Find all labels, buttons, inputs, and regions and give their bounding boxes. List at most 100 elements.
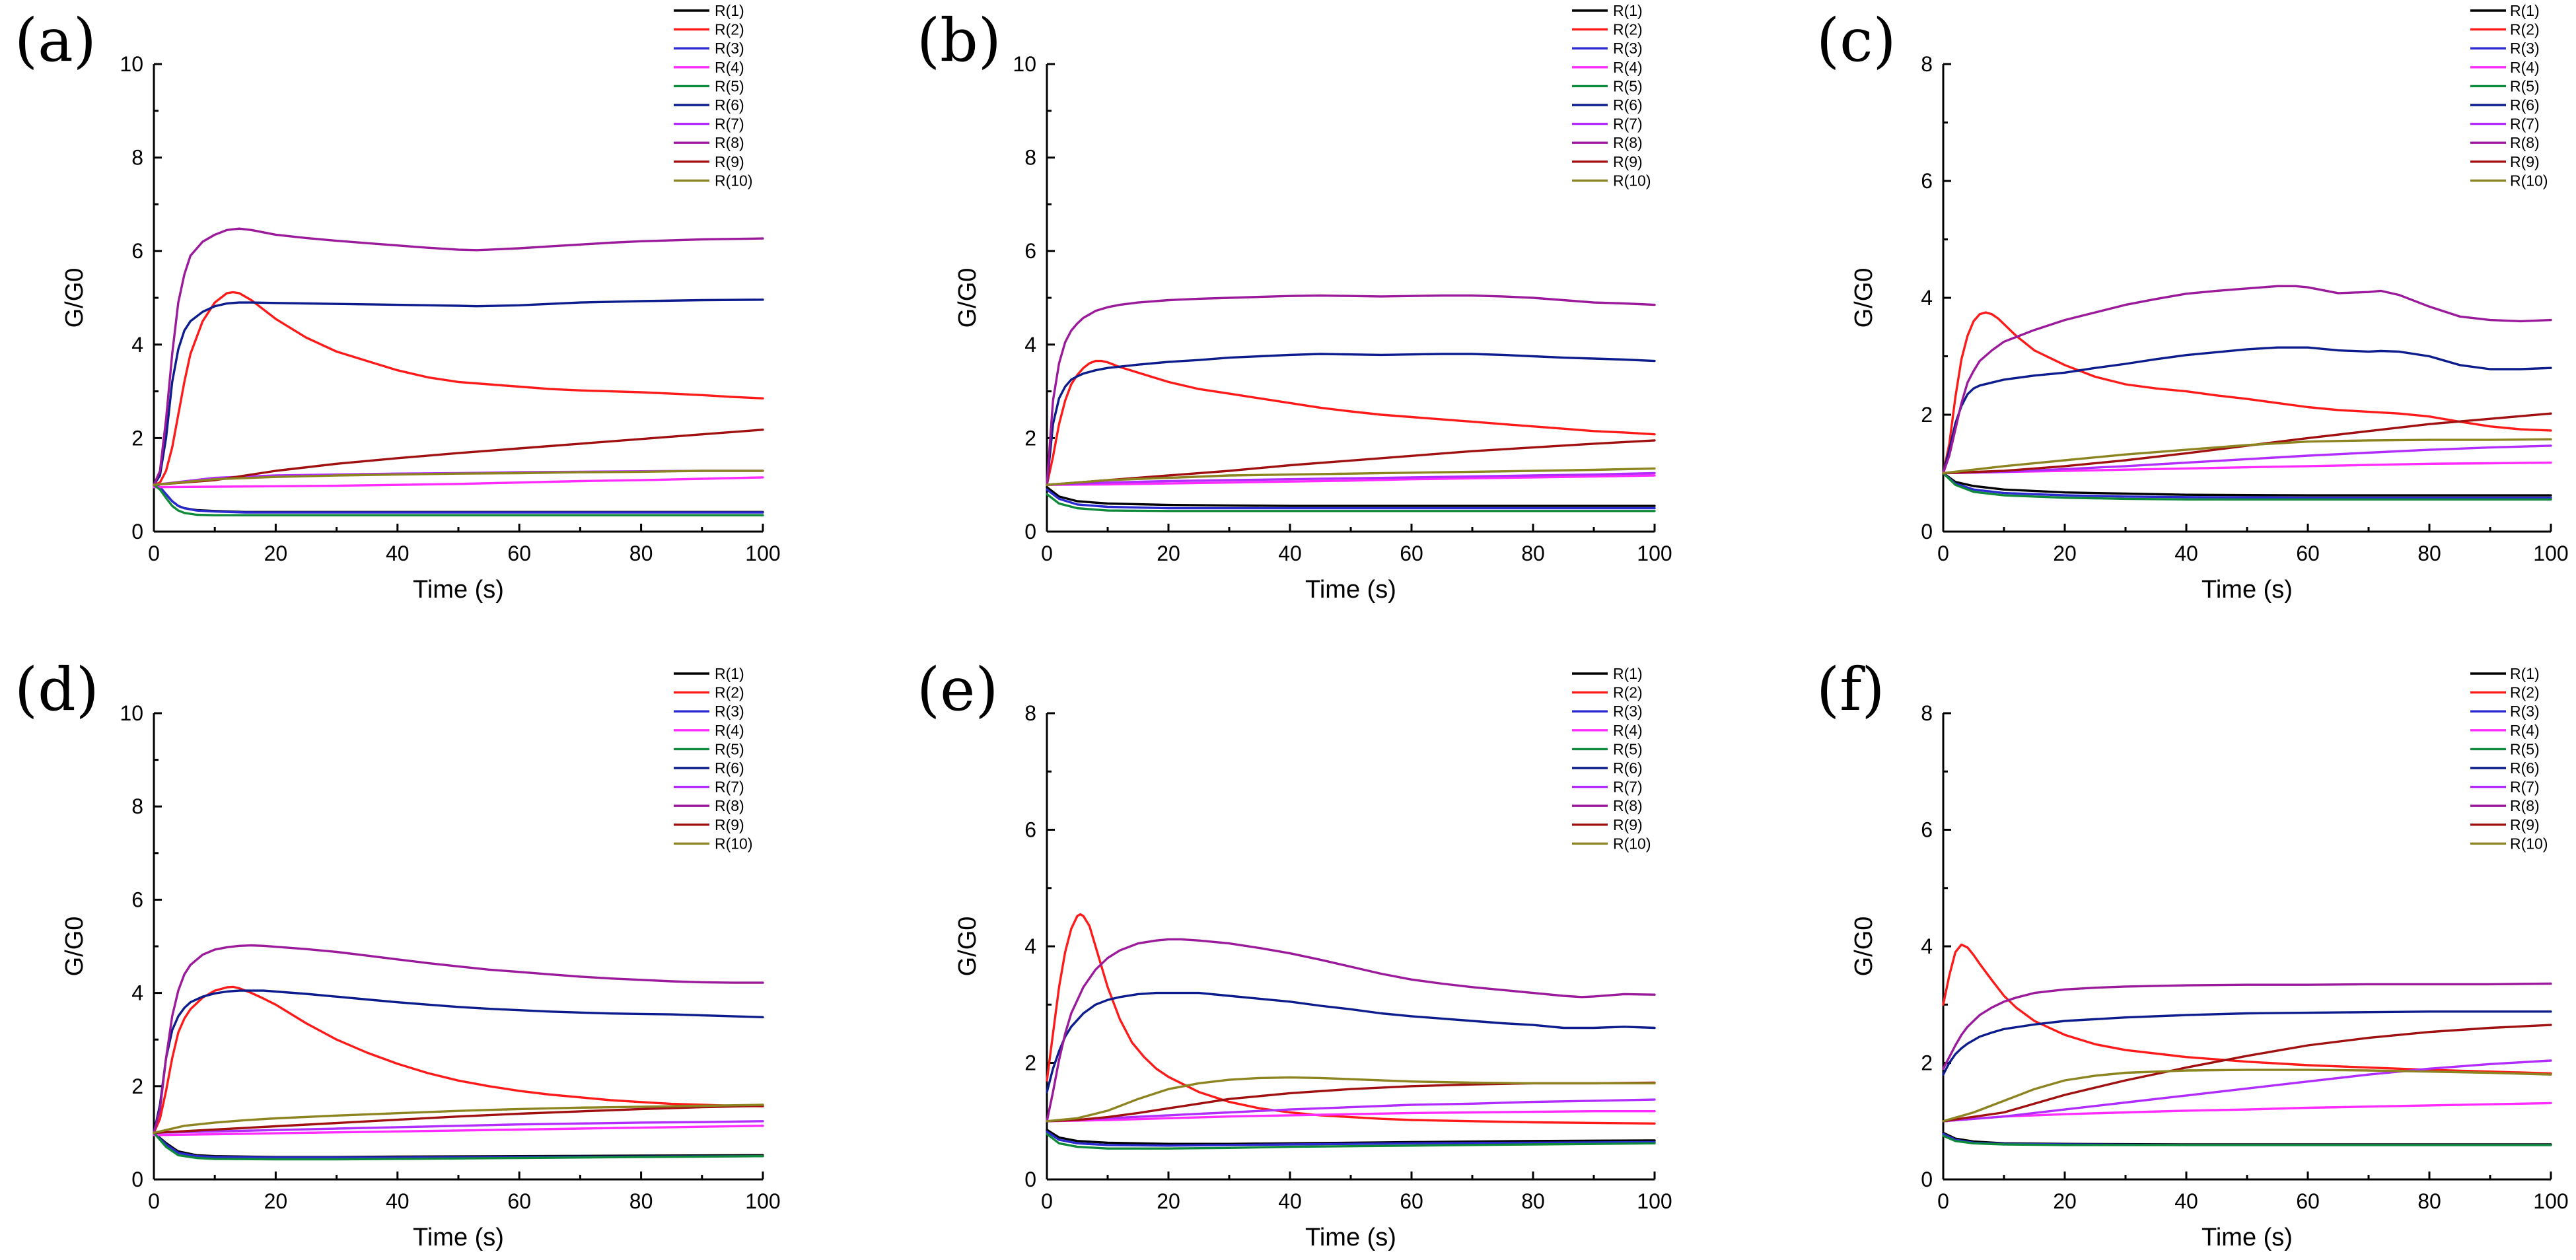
x-tick-label: 100 (2533, 1189, 2568, 1213)
series-line-r10 (1046, 467, 1656, 486)
legend-label: R(6) (2510, 759, 2540, 777)
legend-label: R(3) (1613, 703, 1643, 720)
series-line-r9 (1942, 1024, 2552, 1123)
x-tick-label: 80 (1521, 542, 1545, 565)
series-line-r7 (1046, 472, 1656, 486)
panel-label: (a) (15, 6, 96, 75)
x-tick-label: 100 (745, 542, 780, 565)
y-tick-label: 10 (120, 701, 143, 725)
series-line-r4 (1046, 474, 1656, 486)
y-tick-label: 0 (1921, 520, 1933, 543)
legend-label: R(1) (715, 2, 744, 19)
legend-label: R(8) (2510, 797, 2540, 814)
legend-label: R(7) (2510, 116, 2540, 133)
y-tick-label: 4 (1024, 333, 1036, 357)
series-line-r2 (153, 291, 764, 486)
series-line-r5 (1942, 472, 2552, 501)
x-tick-label: 100 (2533, 542, 2568, 565)
y-tick-label: 0 (1024, 1168, 1036, 1191)
y-tick-label: 10 (120, 52, 143, 76)
legend-label: R(1) (1613, 665, 1643, 682)
legend-label: R(3) (2510, 703, 2540, 720)
y-tick-label: 6 (1921, 818, 1933, 842)
x-tick-label: 40 (386, 1189, 410, 1213)
panel-label: (b) (917, 6, 1001, 75)
legend-label: R(4) (2510, 722, 2540, 739)
x-axis-title: Time (s) (413, 576, 504, 604)
legend-label: R(3) (715, 40, 744, 57)
x-tick-label: 80 (2417, 542, 2441, 565)
legend-label: R(2) (2510, 684, 2540, 701)
legend-label: R(8) (1613, 797, 1643, 814)
series-line-r7 (1942, 444, 2552, 475)
x-tick-label: 0 (148, 542, 160, 565)
legend-label: R(9) (2510, 153, 2540, 170)
series-line-r6 (1942, 346, 2552, 475)
x-tick-label: 20 (1157, 542, 1180, 565)
legend-label: R(7) (1613, 779, 1643, 796)
x-tick-label: 40 (1278, 1189, 1302, 1213)
series-line-r3 (1942, 472, 2552, 499)
legend-label: R(10) (1613, 835, 1651, 852)
y-axis-title: G/G0 (1850, 268, 1878, 328)
series-line-r4 (153, 1125, 764, 1137)
series-line-r2 (1942, 943, 2552, 1075)
series-line-r4 (1046, 1109, 1656, 1123)
y-axis-title: G/G0 (954, 268, 982, 328)
series-line-r5 (153, 1131, 764, 1161)
y-tick-label: 8 (1024, 146, 1036, 170)
legend-label: R(5) (1613, 740, 1643, 757)
x-tick-label: 20 (2053, 1189, 2077, 1213)
y-tick-label: 2 (131, 1074, 143, 1098)
legend-label: R(5) (2510, 77, 2540, 94)
series-line-r10 (153, 470, 764, 486)
series-line-r2 (1942, 311, 2552, 475)
x-tick-label: 20 (264, 542, 288, 565)
series-line-r2 (1046, 359, 1656, 486)
y-tick-label: 6 (1024, 239, 1036, 263)
legend-label: R(8) (2510, 134, 2540, 151)
legend-label: R(9) (715, 816, 744, 833)
x-tick-label: 20 (2053, 542, 2077, 565)
legend-label: R(2) (1613, 21, 1643, 38)
x-tick-label: 80 (1521, 1189, 1545, 1213)
legend-label: R(8) (715, 134, 744, 151)
x-tick-label: 20 (1157, 1189, 1180, 1213)
x-tick-label: 20 (264, 1189, 288, 1213)
y-tick-label: 6 (1024, 818, 1036, 842)
series-line-r1 (1942, 1131, 2552, 1146)
y-axis-title: G/G0 (61, 268, 89, 328)
legend-label: R(10) (715, 172, 753, 189)
legend-label: R(5) (1613, 77, 1643, 94)
series-line-r8 (153, 944, 764, 1135)
legend-label: R(3) (715, 703, 744, 720)
series-line-r10 (1942, 438, 2552, 475)
series-line-r8 (1046, 294, 1656, 486)
legend-label: R(2) (715, 21, 744, 38)
legend-label: R(10) (2510, 835, 2548, 852)
series-line-r6 (1942, 1010, 2552, 1076)
series-line-r5 (1046, 493, 1656, 512)
y-axis-title: G/G0 (1850, 917, 1878, 977)
series-line-r6 (153, 298, 764, 486)
series-line-r1 (1046, 1129, 1656, 1145)
series-line-r9 (153, 1104, 764, 1135)
x-axis-title: Time (s) (1305, 1224, 1396, 1251)
legend-label: R(10) (2510, 172, 2548, 189)
series-line-r5 (153, 483, 764, 516)
panel-label: (f) (1816, 655, 1885, 724)
series-line-r3 (153, 1131, 764, 1159)
chart-panel-2: (c) 0 20 40 60 80 100 0 2 4 6 8 Time (s) G/G0 R(1) R(2)… (1816, 2, 2569, 604)
x-axis-title: Time (s) (2201, 1224, 2293, 1251)
x-tick-label: 60 (2296, 1189, 2320, 1213)
series-line-r9 (1046, 439, 1656, 486)
x-tick-label: 0 (1041, 1189, 1053, 1213)
legend-label: R(2) (1613, 684, 1643, 701)
legend-label: R(4) (715, 722, 744, 739)
y-axis-title: G/G0 (61, 917, 89, 977)
legend-label: R(8) (715, 797, 744, 814)
legend-label: R(2) (2510, 21, 2540, 38)
legend-label: R(2) (715, 684, 744, 701)
x-tick-label: 100 (1637, 1189, 1672, 1213)
legend-label: R(7) (1613, 116, 1643, 133)
